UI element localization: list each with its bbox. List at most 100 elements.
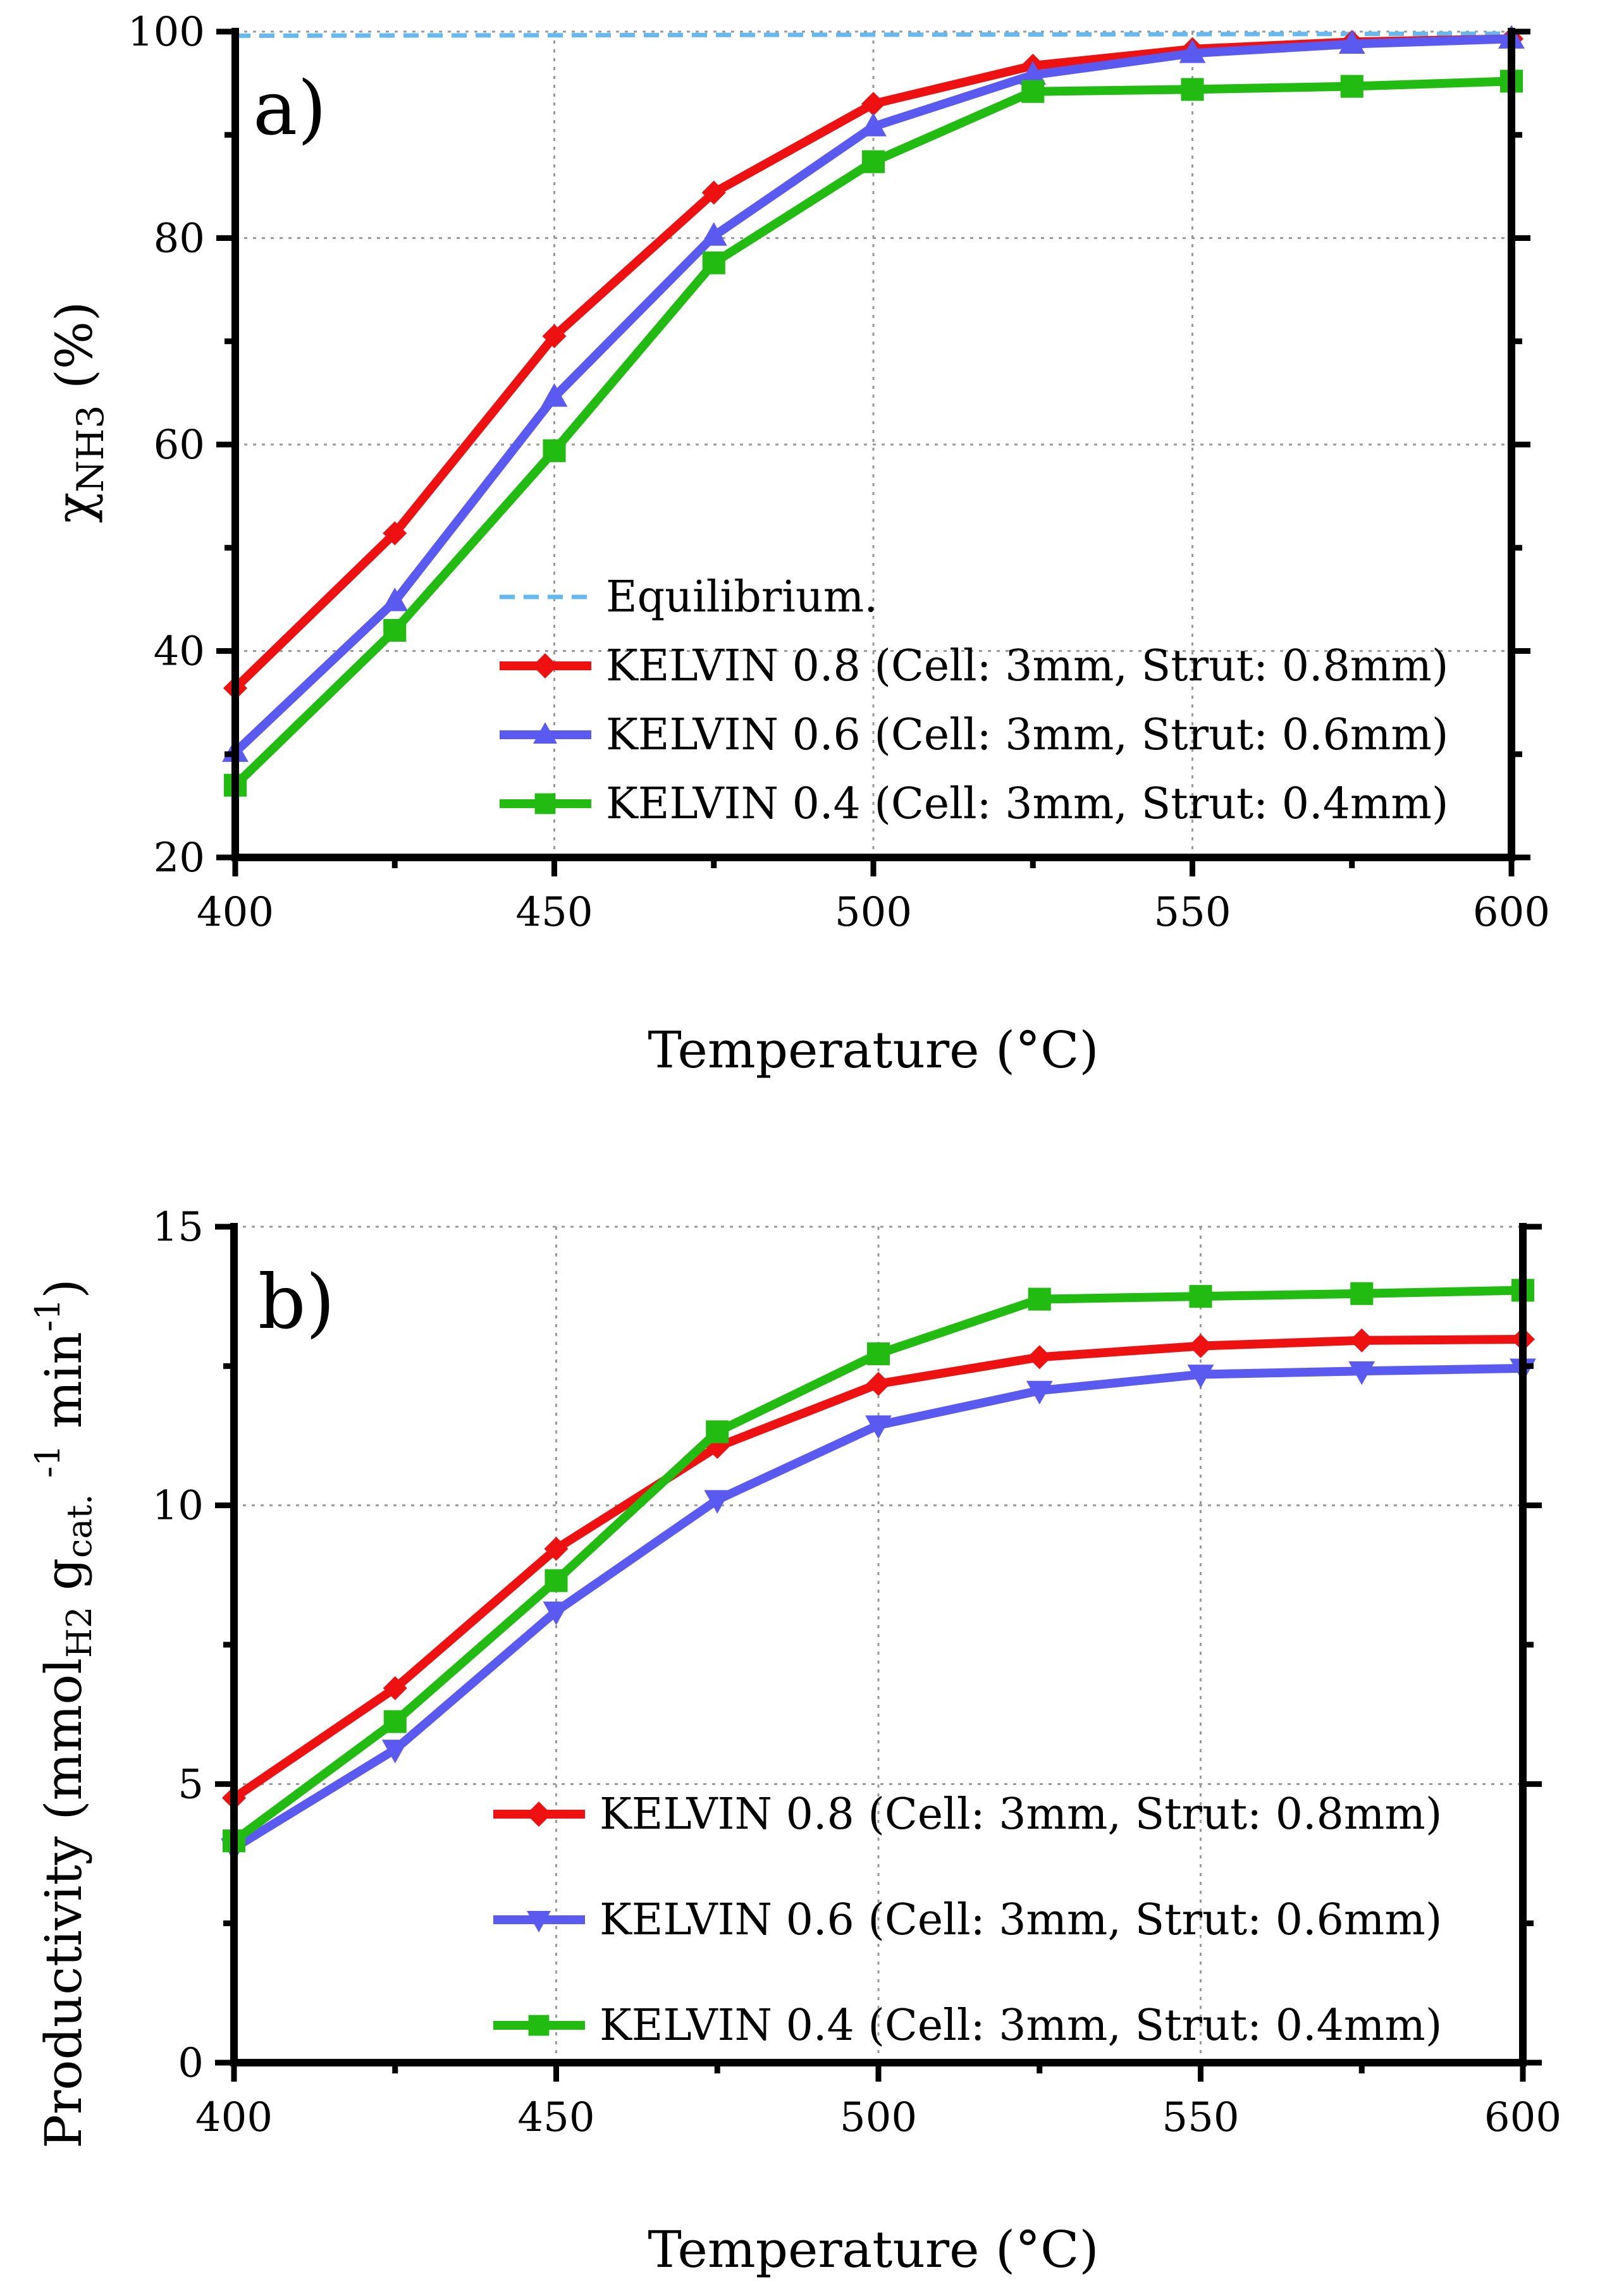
a-legend-marker-3 (534, 793, 556, 814)
a-series-0-line (235, 31, 1512, 39)
b-series-0-point (544, 1537, 569, 1561)
b-series-2-point (383, 1710, 407, 1733)
panel-a-chart: 400 450 500 550 600 20 40 60 80 100 a) Temperatu… (45, 9, 1550, 1079)
a-series-2-point (1179, 39, 1206, 63)
panel-b-y-tick-labels: 0 5 10 15 (152, 1204, 204, 2087)
panel-b-y-title-part1: Productivity (mmol (34, 1658, 93, 2149)
panel-a-y-tick-labels: 20 40 60 80 100 (128, 9, 205, 881)
a-legend-label-0: Equilibrium. (606, 572, 878, 622)
a-legend-label-3: KELVIN 0.4 (Cell: 3mm, Strut: 0.4mm) (606, 779, 1448, 829)
panel-b-y-title-sup1: -1 (28, 1445, 68, 1478)
panel-a-x-axis-title: Temperature (°C) (648, 1021, 1098, 1079)
a-series-1-point (701, 180, 726, 205)
a-series-1-point (383, 521, 407, 546)
a-series-3-point (383, 618, 407, 642)
panel-b-y-title-sub-cat: cat. (59, 1494, 99, 1558)
a-x-tick-label: 500 (835, 889, 912, 936)
a-y-tick-label: 60 (154, 422, 205, 469)
a-series-2-point (700, 222, 727, 246)
panel-b-y-title-part2: g (34, 1558, 93, 1607)
panel-a-y-axis-title: χNH3 (%) (45, 302, 112, 524)
b-series-0-line (230, 1335, 1527, 1803)
a-series-3-point (543, 439, 566, 462)
a-y-tick-label: 80 (154, 216, 205, 262)
panel-a-legend: Equilibrium. KELVIN 0.8 (Cell: 3mm, Strut… (500, 572, 1448, 829)
a-legend-item-3: KELVIN 0.4 (Cell: 3mm, Strut: 0.4mm) (500, 779, 1448, 829)
b-legend-label-2: KELVIN 0.4 (Cell: 3mm, Strut: 0.4mm) (600, 2001, 1442, 2051)
panel-b-x-tick-labels: 400 450 500 550 600 (195, 2094, 1561, 2141)
a-legend-label-1: KELVIN 0.8 (Cell: 3mm, Strut: 0.8mm) (606, 641, 1448, 691)
b-x-tick-label: 400 (195, 2094, 273, 2141)
b-series-0-point (1188, 1334, 1213, 1358)
b-legend-label-0: KELVIN 0.8 (Cell: 3mm, Strut: 0.8mm) (600, 1790, 1442, 1839)
a-legend-item-1: KELVIN 0.8 (Cell: 3mm, Strut: 0.8mm) (500, 641, 1448, 691)
panel-a-axes-frame (216, 28, 1530, 876)
b-legend-marker-2 (528, 2015, 550, 2036)
a-y-tick-label: 100 (128, 9, 205, 56)
a-series-3-point (1340, 75, 1363, 98)
a-series-3-point (702, 251, 725, 274)
b-y-tick-label: 0 (178, 2040, 204, 2087)
a-series-1-point (542, 324, 567, 348)
panel-b-y-title-sup2: -1 (28, 1299, 68, 1332)
a-series-3-point (1021, 80, 1045, 103)
a-x-tick-label: 450 (515, 889, 593, 936)
b-series-1-point (704, 1490, 731, 1514)
b-series-2-point (1028, 1287, 1051, 1311)
b-series-1-point (1187, 1365, 1214, 1389)
b-series-0-point (866, 1372, 890, 1396)
panel-b-y-axis-title: Productivity (mmolH2 gcat. -1 min-1) (28, 1279, 99, 2148)
a-y-tick-label: 20 (154, 835, 205, 881)
b-series-2-point (1189, 1285, 1212, 1308)
a-legend-marker-2 (533, 722, 557, 744)
a-series-2-point (1019, 61, 1047, 85)
b-y-tick-label: 10 (152, 1483, 204, 1530)
panel-a-label: a) (253, 64, 326, 152)
b-series-0-point (1350, 1328, 1374, 1353)
b-series-2-point (706, 1420, 729, 1444)
a-y-tick-label: 40 (154, 629, 205, 675)
a-series-1-point (861, 92, 885, 116)
b-legend-label-1: KELVIN 0.6 (Cell: 3mm, Strut: 0.6mm) (600, 1895, 1442, 1945)
panel-b-label: b) (258, 1258, 335, 1346)
b-series-0-point (1027, 1345, 1052, 1370)
a-series-2-point (381, 587, 409, 611)
b-series-2-point (866, 1342, 890, 1365)
a-series-3-point (861, 150, 885, 173)
b-y-tick-label: 5 (178, 1761, 204, 1808)
b-series-1-point (543, 1601, 570, 1626)
b-legend-item-0: KELVIN 0.8 (Cell: 3mm, Strut: 0.8mm) (493, 1790, 1442, 1839)
a-legend-item-0: Equilibrium. (500, 572, 878, 622)
panel-a-y-title-subscript: NH3 (69, 405, 112, 493)
a-x-tick-label: 400 (197, 889, 274, 936)
panel-a-y-title-unit: (%) (45, 302, 104, 405)
b-legend-marker-0 (526, 1802, 551, 1827)
b-legend-item-1: KELVIN 0.6 (Cell: 3mm, Strut: 0.6mm) (493, 1895, 1442, 1945)
panel-a-x-tick-labels: 400 450 500 550 600 (197, 889, 1550, 936)
b-y-tick-label: 15 (152, 1204, 204, 1251)
a-series-3-point (1181, 78, 1204, 101)
panel-b-chart: 400 450 500 550 600 0 5 10 15 b) Temperature (°… (28, 1204, 1561, 2279)
a-series-2-point (541, 383, 568, 407)
a-legend-label-2: KELVIN 0.6 (Cell: 3mm, Strut: 0.6mm) (606, 710, 1448, 760)
panel-a-y-title-chi: χ (45, 493, 104, 523)
b-legend-item-2: KELVIN 0.4 (Cell: 3mm, Strut: 0.4mm) (493, 2001, 1442, 2051)
panel-b-y-title-sub-h2: H2 (59, 1607, 99, 1658)
a-legend-marker-1 (532, 653, 558, 678)
b-series-1-point (865, 1415, 892, 1439)
b-x-tick-label: 500 (840, 2094, 917, 2141)
b-series-0-point (383, 1676, 407, 1700)
panel-b-y-title-space (34, 1478, 93, 1494)
panel-b-series (221, 1279, 1536, 1862)
a-series-2-point (860, 113, 887, 137)
b-series-2-point (1350, 1282, 1374, 1305)
panel-b-y-title-part4: min (34, 1332, 93, 1444)
b-legend-marker-1 (527, 1911, 551, 1932)
b-x-tick-label: 600 (1484, 2094, 1561, 2141)
a-x-tick-label: 600 (1473, 889, 1550, 936)
b-series-2-point (545, 1569, 568, 1592)
panel-b-x-axis-title: Temperature (°C) (648, 2220, 1098, 2279)
b-series-1-point (1348, 1361, 1375, 1385)
panel-b-axes-frame (215, 1223, 1542, 2082)
